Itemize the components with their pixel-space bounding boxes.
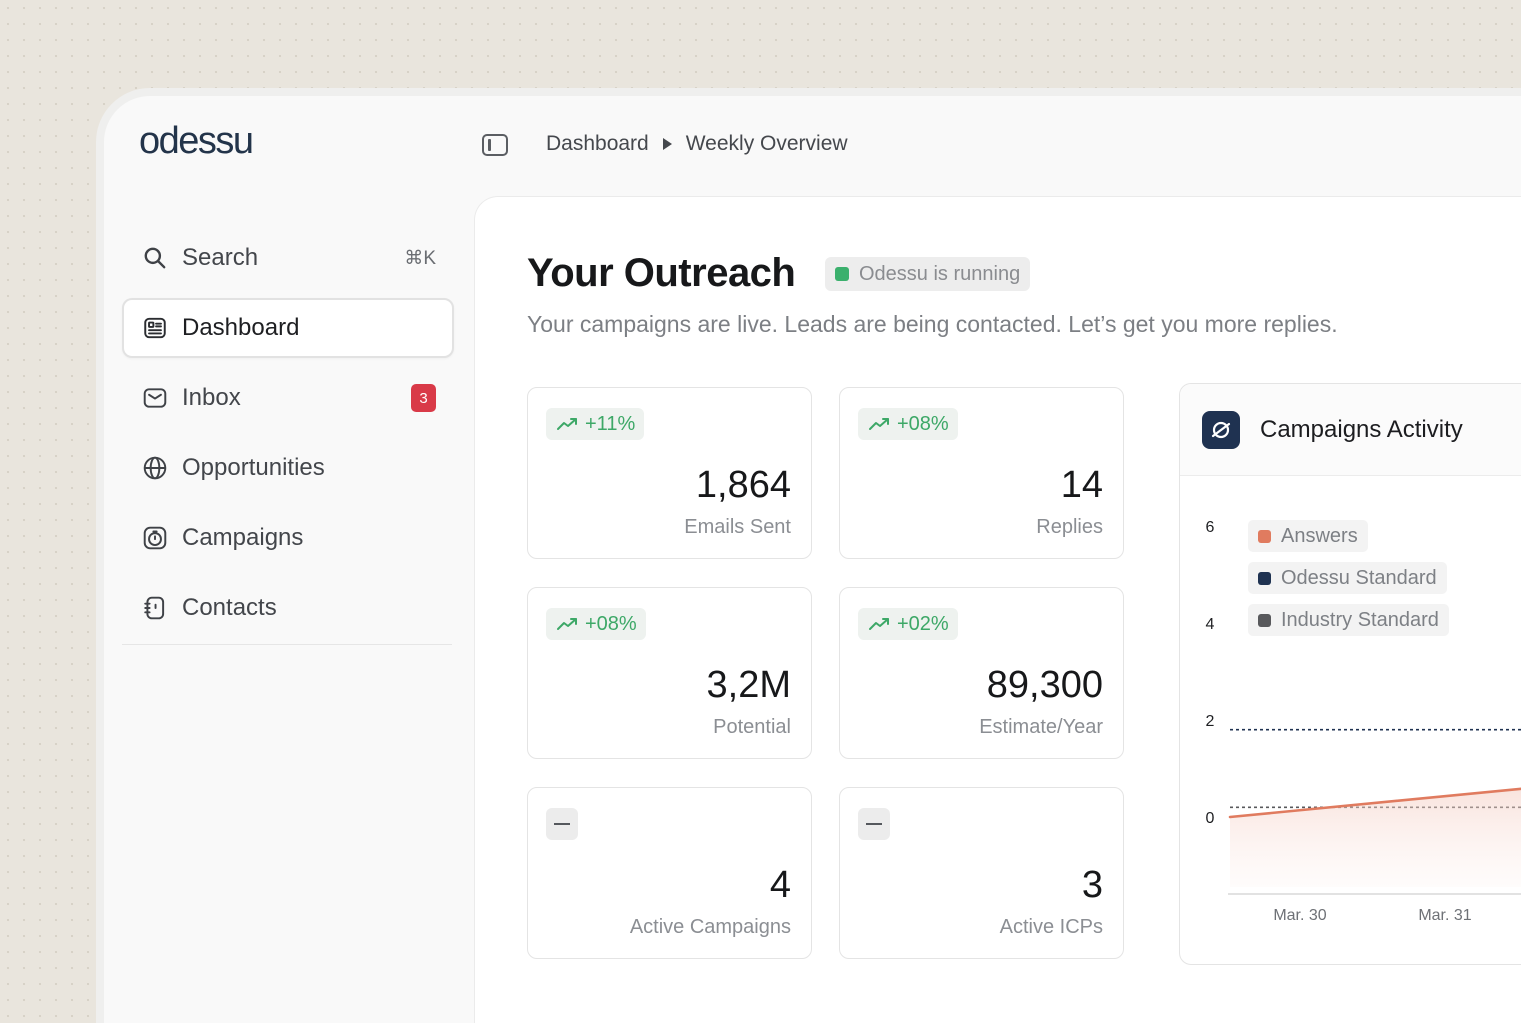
legend-label: Industry Standard xyxy=(1281,608,1439,631)
stat-card-active-campaigns[interactable]: 4 Active Campaigns xyxy=(527,787,812,959)
trend-value: +08% xyxy=(585,612,637,635)
stat-value: 14 xyxy=(1060,464,1103,506)
breadcrumb: Dashboard Weekly Overview xyxy=(546,132,848,156)
app-window: odessu Dashboard Weekly Overview Search … xyxy=(96,88,1521,1023)
campaigns-activity-chart: 0 2 4 6 Mar. 30 Mar. 31 xyxy=(1206,519,1521,924)
search-shortcut: ⌘K xyxy=(404,247,436,269)
x-tick-label: Mar. 31 xyxy=(1418,907,1471,924)
series-line-answers xyxy=(1228,787,1521,819)
sidebar-item-label: Campaigns xyxy=(182,524,304,551)
sidebar-item-label: Dashboard xyxy=(182,314,300,341)
contact-book-icon xyxy=(142,595,168,621)
trend-value: +02% xyxy=(897,612,949,635)
x-tick-label: Mar. 30 xyxy=(1273,907,1326,924)
stat-card-potential[interactable]: +08% 3,2M Potential xyxy=(527,587,812,759)
campaigns-activity-card: Campaigns Activity 0 2 4 6 Mar. 30 Mar. 31 An… xyxy=(1179,383,1521,965)
sidebar-item-label: Contacts xyxy=(182,594,277,621)
sidebar-divider xyxy=(122,644,452,645)
trend-value: +11% xyxy=(585,412,636,435)
chart-legend: Answers Odessu Standard Industry Standar… xyxy=(1248,520,1449,646)
trending-up-icon xyxy=(557,618,577,630)
stat-value: 1,864 xyxy=(695,464,791,506)
neutral-trend-icon xyxy=(546,808,578,840)
trending-up-icon xyxy=(869,418,889,430)
breadcrumb-weekly-overview: Weekly Overview xyxy=(685,132,848,155)
neutral-trend-icon xyxy=(858,808,890,840)
legend-industry-standard[interactable]: Industry Standard xyxy=(1248,604,1449,636)
sidebar-item-campaigns[interactable]: Campaigns xyxy=(122,508,454,568)
stat-card-estimate-year[interactable]: +02% 89,300 Estimate/Year xyxy=(839,587,1124,759)
page-subtitle: Your campaigns are live. Leads are being… xyxy=(527,311,1338,337)
page-title: Your Outreach xyxy=(527,251,796,295)
inbox-unread-badge: 3 xyxy=(411,384,436,412)
sidebar-item-dashboard[interactable]: Dashboard xyxy=(122,298,454,358)
status-dot-icon xyxy=(835,267,849,281)
status-text: Odessu is running xyxy=(859,262,1021,285)
search-label: Search xyxy=(182,244,259,271)
app-surface: odessu Dashboard Weekly Overview Search … xyxy=(104,96,1521,1023)
sidebar-item-inbox[interactable]: Inbox 3 xyxy=(122,368,454,428)
search-icon xyxy=(142,245,168,271)
series-area-answers xyxy=(1230,788,1521,887)
trending-up-icon xyxy=(557,418,577,430)
chart-header: Campaigns Activity xyxy=(1180,384,1521,476)
legend-swatch xyxy=(1258,571,1271,585)
y-tick-label: 0 xyxy=(1206,810,1215,827)
sidebar-toggle-icon[interactable] xyxy=(482,134,508,156)
stat-label: Emails Sent xyxy=(684,516,791,538)
breadcrumb-separator-icon xyxy=(662,138,672,150)
sidebar-item-label: Opportunities xyxy=(182,454,325,481)
legend-label: Odessu Standard xyxy=(1281,566,1437,589)
news-icon xyxy=(142,315,168,341)
stat-card-replies[interactable]: +08% 14 Replies xyxy=(839,387,1124,559)
trending-up-icon xyxy=(869,618,889,630)
stat-label: Active Campaigns xyxy=(629,916,791,938)
odessu-brand-icon xyxy=(1202,410,1240,449)
legend-answers[interactable]: Answers xyxy=(1248,520,1368,552)
sidebar-item-contacts[interactable]: Contacts xyxy=(122,578,454,638)
trend-badge: +11% xyxy=(546,408,645,440)
stat-value: 3,2M xyxy=(706,664,791,706)
stat-label: Estimate/Year xyxy=(979,716,1103,738)
sidebar-nav: Search ⌘K Dashboard Inbox 3 xyxy=(122,228,454,648)
legend-odessu-standard[interactable]: Odessu Standard xyxy=(1248,562,1447,594)
y-tick-label: 6 xyxy=(1206,519,1215,536)
timer-icon xyxy=(142,525,168,551)
stat-card-active-icps[interactable]: 3 Active ICPs xyxy=(839,787,1124,959)
breadcrumb-dashboard[interactable]: Dashboard xyxy=(546,132,649,155)
y-tick-label: 4 xyxy=(1206,616,1215,633)
stat-value: 3 xyxy=(1081,864,1103,906)
legend-swatch xyxy=(1258,613,1271,627)
stat-card-emails-sent[interactable]: +11% 1,864 Emails Sent xyxy=(527,387,812,559)
stat-value: 4 xyxy=(769,864,791,906)
sidebar-search[interactable]: Search ⌘K xyxy=(122,228,454,288)
main-content: Your Outreach Odessu is running Your cam… xyxy=(474,196,1521,1023)
app-logo[interactable]: odessu xyxy=(139,120,254,162)
sidebar-item-label: Inbox xyxy=(182,384,241,411)
trend-badge: +02% xyxy=(858,608,958,640)
sidebar-item-opportunities[interactable]: Opportunities xyxy=(122,438,454,498)
trend-value: +08% xyxy=(897,412,949,435)
status-badge: Odessu is running xyxy=(825,257,1031,291)
y-tick-label: 2 xyxy=(1206,713,1215,730)
stat-label: Potential xyxy=(713,716,791,738)
trend-badge: +08% xyxy=(858,408,958,440)
globe-icon xyxy=(142,455,168,481)
legend-swatch xyxy=(1258,529,1271,543)
stat-label: Active ICPs xyxy=(999,916,1103,938)
legend-label: Answers xyxy=(1281,524,1358,547)
mail-icon xyxy=(142,385,168,411)
chart-title: Campaigns Activity xyxy=(1260,415,1463,443)
stat-value: 89,300 xyxy=(986,664,1103,706)
trend-badge: +08% xyxy=(546,608,646,640)
stat-label: Replies xyxy=(1036,516,1103,538)
